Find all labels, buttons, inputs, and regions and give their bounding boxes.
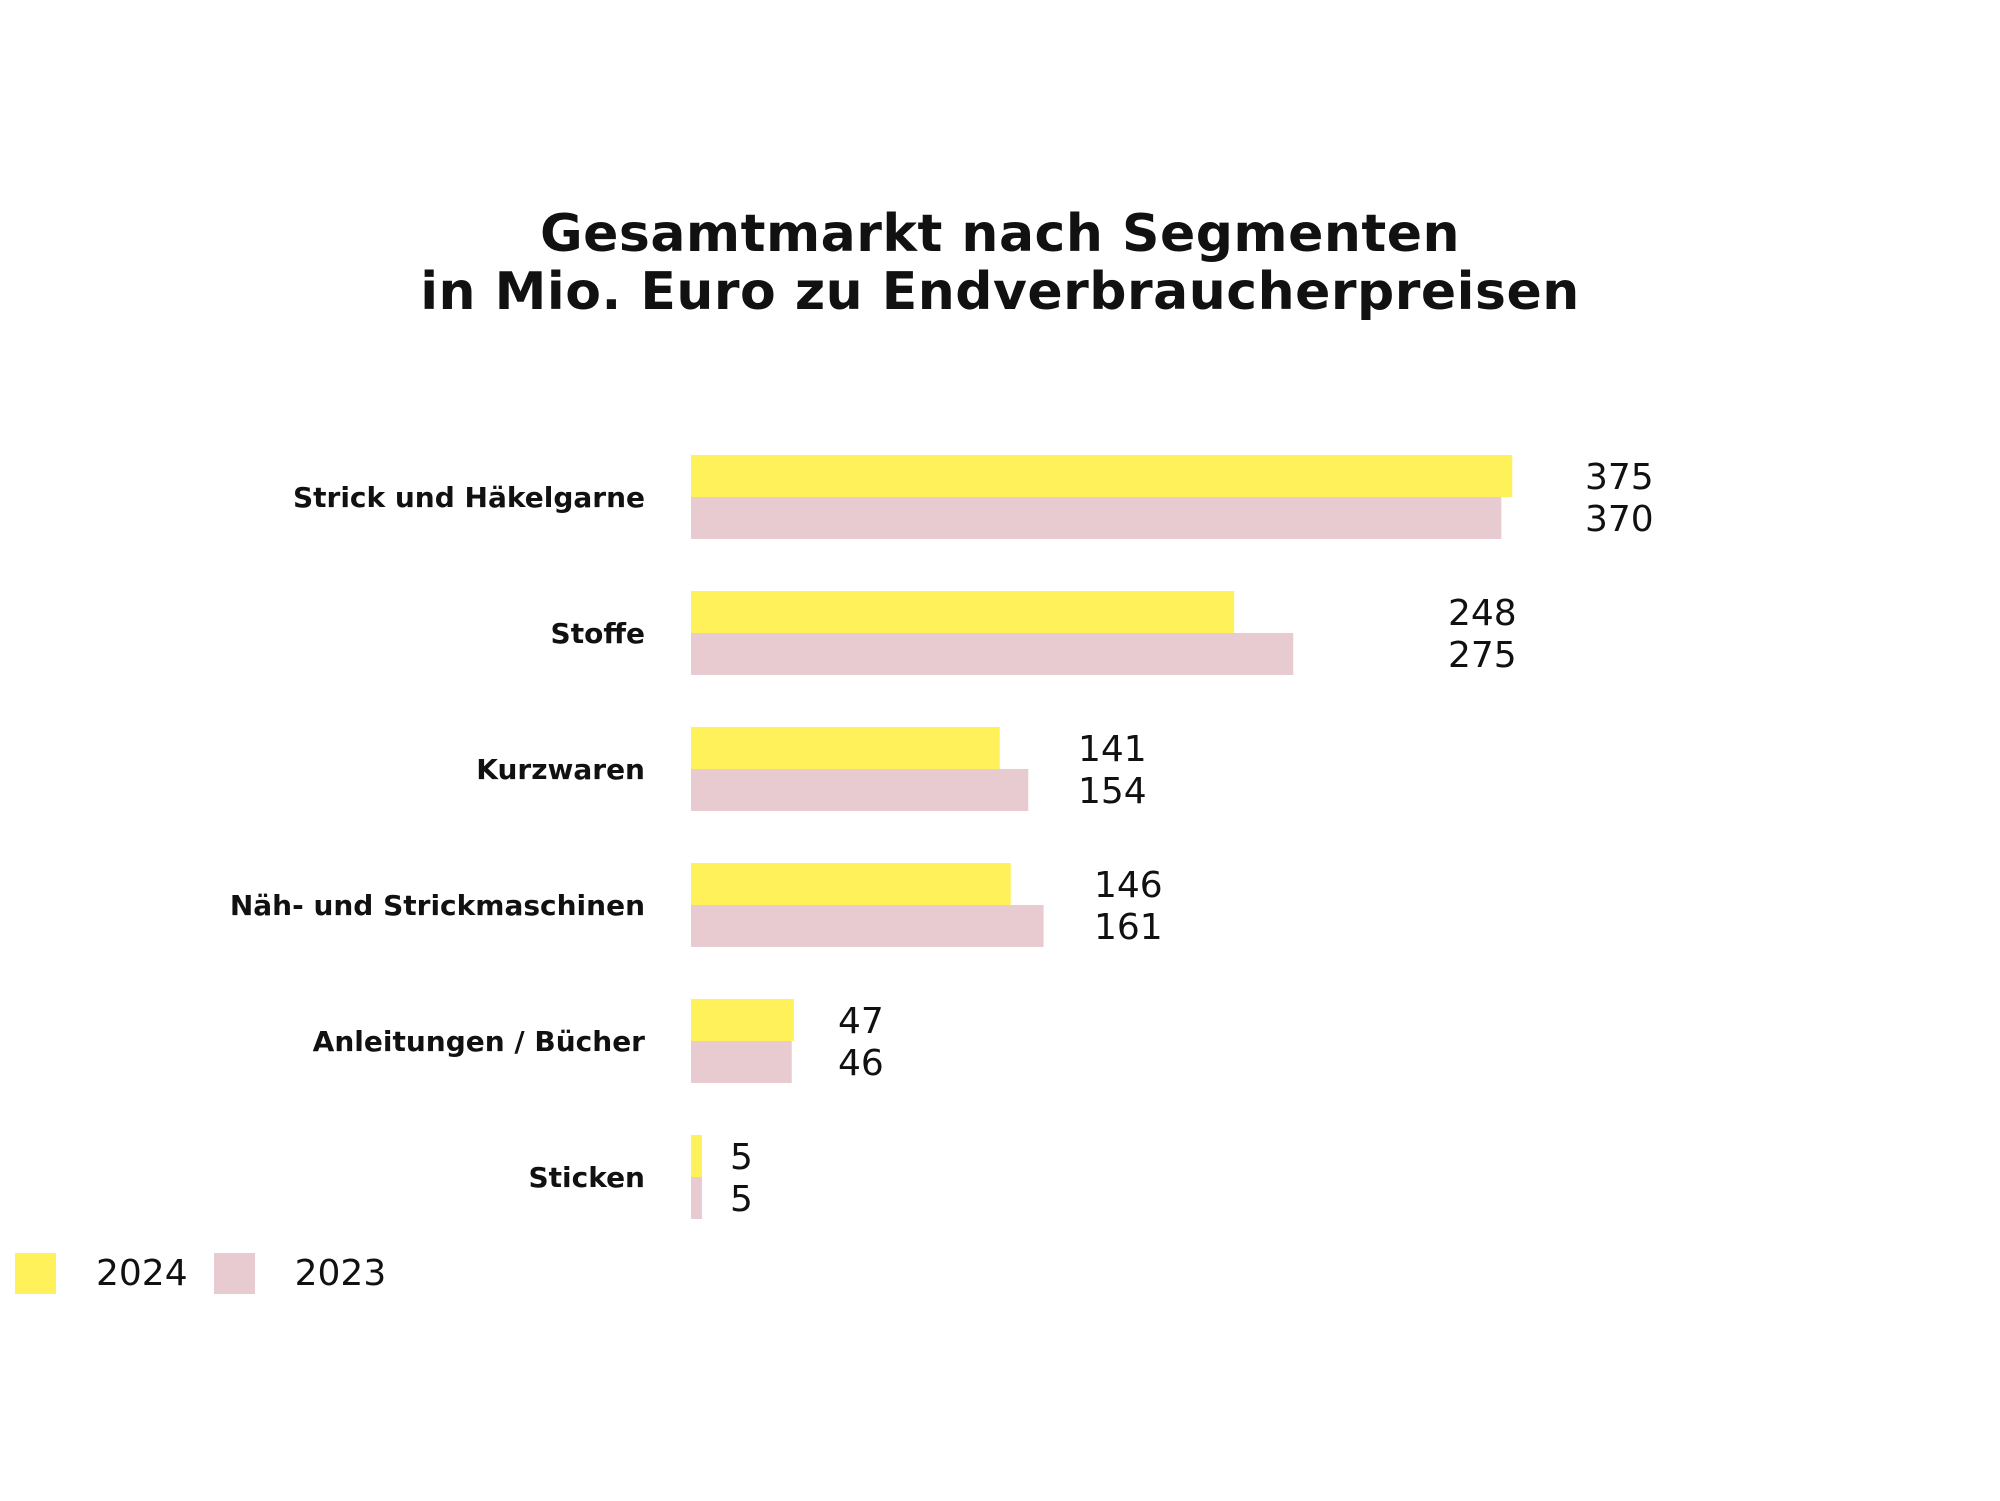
bar-2023 [691, 1177, 702, 1219]
category-label: Strick und Häkelgarne [293, 481, 645, 514]
value-label-2023: 5 [730, 1179, 753, 1220]
value-label-2024: 47 [838, 1001, 884, 1042]
bar-2024 [691, 591, 1235, 633]
legend-swatch-2023 [213, 1252, 255, 1294]
value-label-2023: 154 [1078, 771, 1147, 812]
legend-item-2024: 2024 [15, 1252, 188, 1294]
value-label-2023: 161 [1094, 907, 1163, 948]
category-label: Anleitungen / Bücher [313, 1025, 646, 1058]
bar-2023 [691, 905, 1044, 947]
legend-swatch-2024 [15, 1252, 56, 1294]
category-label: Stoffe [551, 617, 645, 650]
legend-item-2023: 2023 [213, 1252, 387, 1294]
bar-2023 [691, 769, 1029, 811]
legend-label-2024: 2024 [96, 1252, 188, 1294]
bar-2024 [691, 455, 1513, 497]
value-label-2024: 248 [1448, 593, 1517, 634]
value-label-2023: 370 [1585, 499, 1654, 540]
bar-2024 [691, 1135, 702, 1177]
bar-2024 [691, 727, 1000, 769]
bar-2023 [691, 1041, 792, 1083]
value-label-2024: 5 [730, 1137, 753, 1178]
value-label-2024: 375 [1585, 457, 1654, 498]
bar-2024 [691, 863, 1011, 905]
value-label-2023: 46 [838, 1043, 884, 1084]
chart-title-line-2: in Mio. Euro zu Endverbraucherpreisen [420, 262, 1580, 322]
value-label-2024: 146 [1094, 865, 1163, 906]
chart-title: Gesamtmarkt nach Segmenten in Mio. Euro … [0, 205, 2000, 321]
bar-2023 [691, 633, 1294, 675]
legend-label-2023: 2023 [294, 1252, 387, 1294]
value-label-2024: 141 [1078, 729, 1147, 770]
category-label: Näh- und Strickmaschinen [230, 889, 645, 922]
category-label: Kurzwaren [476, 753, 645, 786]
legend: 2024 2023 [15, 1252, 412, 1294]
value-label-2023: 275 [1448, 635, 1517, 676]
category-label: Sticken [528, 1161, 645, 1194]
chart-title-line-1: Gesamtmarkt nach Segmenten [539, 204, 1461, 264]
bar-2024 [691, 999, 794, 1041]
bar-2023 [691, 497, 1502, 539]
